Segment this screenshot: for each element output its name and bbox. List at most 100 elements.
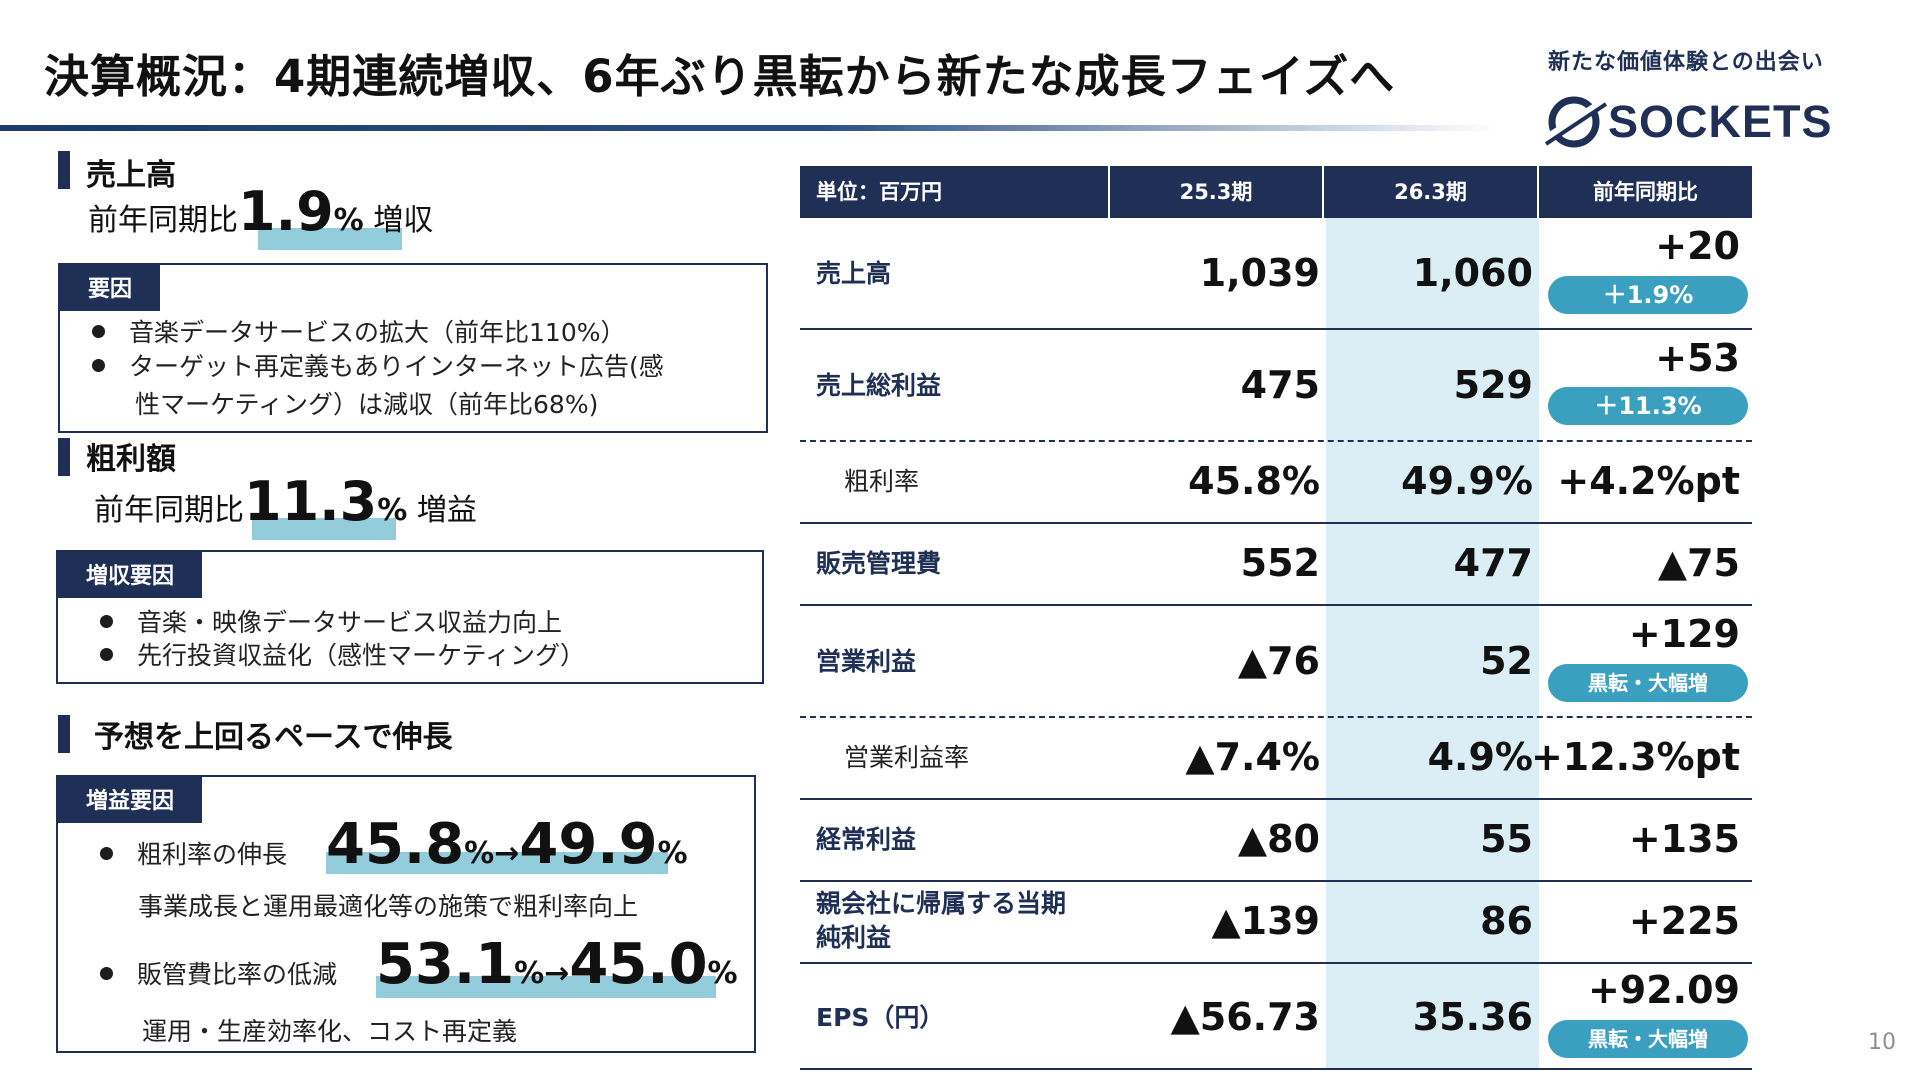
outlook-heading: 予想を上回るペースで伸長 xyxy=(94,720,453,755)
table-header-unit: 単位：百万円 xyxy=(800,166,1108,218)
row-label: 経常利益 xyxy=(816,825,917,854)
gross-yoy: 前年同期比11.3% 増益 xyxy=(94,470,477,533)
sga-ratio-note: 運用・生産効率化、コスト再定義 xyxy=(142,1017,518,1046)
profit-factor-box: 増益要因 xyxy=(56,775,756,1053)
table-header-yoy: 前年同期比 xyxy=(1539,166,1752,218)
cell-diff: +20 xyxy=(1655,224,1740,268)
revenue-factor-box-tag: 増収要因 xyxy=(58,552,203,598)
sga-ratio-bullet: 販管費比率の低減 xyxy=(100,958,337,992)
cell-curr: 86 xyxy=(1480,899,1533,943)
logo-wordmark: SOCKETS xyxy=(1608,96,1833,147)
cell-prev: 1,039 xyxy=(1199,251,1320,295)
cell-diff: +4.2%pt xyxy=(1557,459,1740,503)
row-divider xyxy=(800,962,1752,964)
cell-diff: +53 xyxy=(1655,336,1740,380)
cell-prev: 45.8% xyxy=(1188,459,1320,503)
table-row-sga: 販売管理費 552 477 ▲75 xyxy=(800,524,1752,604)
row-label: 売上総利益 xyxy=(816,371,942,400)
yoy-pill: 黒転・大幅増 xyxy=(1548,1020,1748,1058)
cell-curr: 4.9% xyxy=(1427,735,1533,779)
current-period-column-shade xyxy=(1326,218,1539,1070)
profit-factor-box-tag: 増益要因 xyxy=(58,777,203,823)
row-divider xyxy=(800,880,1752,882)
cell-curr: 529 xyxy=(1453,363,1533,407)
section-marker xyxy=(58,438,70,476)
cell-prev: ▲76 xyxy=(1237,639,1320,683)
cell-diff: +92.09 xyxy=(1587,968,1740,1012)
row-label: 粗利率 xyxy=(844,467,920,496)
table-row-gross-profit: 売上総利益 475 529 +53 ＋11.3% xyxy=(800,330,1752,440)
highlight-bar xyxy=(326,852,668,874)
sales-heading: 売上高 xyxy=(86,158,176,193)
table-row-operating-income: 営業利益 ▲76 52 +129 黒転・大幅増 xyxy=(800,606,1752,716)
table-header-prev: 25.3期 xyxy=(1110,166,1322,218)
table-header-curr: 26.3期 xyxy=(1324,166,1537,218)
cell-curr: 52 xyxy=(1480,639,1533,683)
bullet-dot xyxy=(92,324,105,338)
highlight-bar xyxy=(252,518,396,540)
page-number: 10 xyxy=(1868,1030,1896,1055)
cell-curr: 1,060 xyxy=(1412,251,1533,295)
bullet-dot xyxy=(92,358,105,372)
row-divider xyxy=(800,522,1752,524)
cell-diff: +225 xyxy=(1628,899,1740,943)
bullet-dot xyxy=(100,966,113,980)
factor-bullet-continuation: 性マーケティング）は減収（前年比68%) xyxy=(135,390,599,419)
yoy-value: 1.9 xyxy=(238,180,334,243)
row-label: 販売管理費 xyxy=(816,549,942,578)
yoy-pill: ＋11.3% xyxy=(1548,387,1748,425)
gross-heading: 粗利額 xyxy=(86,442,176,477)
cell-curr: 55 xyxy=(1480,817,1533,861)
highlight-bar xyxy=(258,228,402,250)
row-divider-dashed xyxy=(800,440,1752,442)
sga-ratio-change: 53.1%→45.0% xyxy=(376,932,738,997)
yoy-pill: 黒転・大幅増 xyxy=(1548,664,1748,702)
row-divider xyxy=(800,798,1752,800)
factor-bullet: ターゲット再定義もありインターネット広告(感 xyxy=(92,350,664,384)
yoy-unit: % xyxy=(333,203,364,238)
cell-prev: 475 xyxy=(1240,363,1320,407)
cell-prev: ▲80 xyxy=(1237,817,1320,861)
cell-diff: ▲75 xyxy=(1657,541,1740,585)
yoy-value: 11.3 xyxy=(244,470,378,533)
table-row-sales: 売上高 1,039 1,060 +20 ＋1.9% xyxy=(800,218,1752,328)
table-row-operating-margin: 営業利益率 ▲7.4% 4.9% +12.3%pt xyxy=(800,718,1752,798)
cell-curr: 49.9% xyxy=(1401,459,1533,503)
table-row-gross-margin: 粗利率 45.8% 49.9% +4.2%pt xyxy=(800,442,1752,522)
cell-diff: +135 xyxy=(1628,817,1740,861)
factor-box: 要因 xyxy=(58,263,768,433)
row-divider xyxy=(800,328,1752,330)
row-label: 親会社に帰属する当期 xyxy=(816,889,1067,918)
cell-diff: +12.3%pt xyxy=(1530,735,1740,779)
cell-diff: +129 xyxy=(1628,612,1740,656)
row-label: 売上高 xyxy=(816,259,892,288)
factor-bullet: 音楽・映像データサービス収益力向上 xyxy=(100,606,562,640)
yoy-prefix: 前年同期比 xyxy=(88,203,238,238)
cell-prev: ▲7.4% xyxy=(1185,735,1320,779)
sockets-logo-icon xyxy=(1544,96,1608,148)
cell-curr: 35.36 xyxy=(1412,995,1533,1039)
financial-table: 単位：百万円 25.3期 26.3期 前年同期比 売上高 1,039 1,060… xyxy=(800,166,1752,1070)
table-row-net-income: 親会社に帰属する当期 純利益 ▲139 86 +225 xyxy=(800,882,1752,962)
row-label: 営業利益 xyxy=(816,647,917,676)
title-underline xyxy=(0,125,1500,131)
bullet-dot xyxy=(100,647,113,661)
row-label: EPS（円） xyxy=(816,1003,945,1032)
table-row-eps: EPS（円） ▲56.73 35.36 +92.09 黒転・大幅増 xyxy=(800,964,1752,1070)
yoy-suffix: 増収 xyxy=(373,203,434,238)
section-marker xyxy=(58,151,70,189)
row-label: 営業利益率 xyxy=(844,743,970,772)
factor-bullet: 音楽データサービスの拡大（前年比110%） xyxy=(92,316,625,350)
yoy-suffix: 増益 xyxy=(416,493,477,528)
gross-margin-bullet: 粗利率の伸長 xyxy=(100,838,287,872)
yoy-prefix: 前年同期比 xyxy=(94,493,244,528)
yoy-pill: ＋1.9% xyxy=(1548,276,1748,314)
cell-prev: ▲139 xyxy=(1211,899,1320,943)
bullet-dot xyxy=(100,846,113,860)
bullet-dot xyxy=(100,614,113,628)
cell-prev: 552 xyxy=(1240,541,1320,585)
table-row-ordinary-income: 経常利益 ▲80 55 +135 xyxy=(800,800,1752,880)
row-divider xyxy=(800,1068,1752,1070)
row-divider xyxy=(800,604,1752,606)
highlight-bar xyxy=(376,976,716,998)
